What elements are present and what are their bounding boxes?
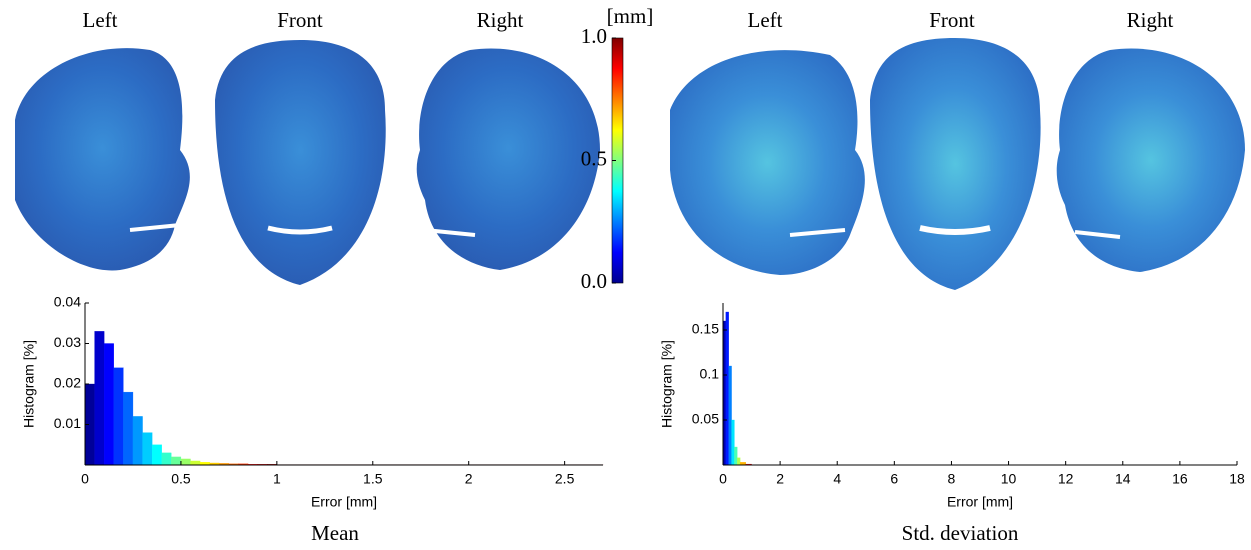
histogram-bar (180, 458, 191, 466)
view-label: Front (929, 8, 975, 32)
histogram-bar (737, 457, 741, 466)
histogram-bar (190, 460, 201, 466)
histogram-bar (113, 367, 124, 466)
x-tick-label: 2 (776, 471, 784, 487)
colorbar-label: [mm] (607, 4, 654, 28)
histogram-bar (731, 419, 735, 466)
x-tick-label: 1.5 (363, 471, 383, 487)
y-tick-label: 0.03 (54, 334, 81, 350)
histogram-bar (728, 365, 732, 466)
histogram-bar (161, 452, 172, 466)
view-label: Right (477, 8, 524, 32)
x-tick-label: 2 (465, 471, 473, 487)
view-label: Front (277, 8, 323, 32)
histogram-bar (151, 444, 162, 466)
x-tick-label: 0 (81, 471, 89, 487)
view-label: Right (1127, 8, 1174, 32)
x-tick-label: 16 (1172, 471, 1188, 487)
y-axis-label: Histogram [%] (659, 340, 675, 428)
x-tick-label: 8 (948, 471, 956, 487)
histogram-bar (734, 446, 738, 466)
view-label: Left (83, 8, 118, 32)
histogram-bar (725, 311, 729, 466)
histogram-bar (123, 391, 134, 466)
x-tick-label: 0 (719, 471, 727, 487)
x-tick-label: 12 (1058, 471, 1074, 487)
caption: Mean (311, 521, 359, 545)
colorbar-tick-label: 0.5 (581, 146, 607, 170)
x-tick-label: 2.5 (555, 471, 575, 487)
x-axis-label: Error [mm] (947, 494, 1013, 510)
x-tick-label: 6 (890, 471, 898, 487)
x-axis-label: Error [mm] (311, 494, 377, 510)
histogram-bar (104, 343, 114, 466)
histogram-bar (171, 456, 182, 466)
colorbar-tick-label: 0.0 (581, 269, 607, 293)
histogram-bar (142, 432, 153, 466)
y-tick-label: 0.02 (54, 375, 81, 391)
colorbar-tick-label: 1.0 (581, 24, 607, 48)
x-tick-label: 10 (1001, 471, 1017, 487)
histogram-bar (94, 331, 105, 466)
x-tick-label: 1 (273, 471, 281, 487)
y-tick-label: 0.04 (54, 294, 81, 310)
y-tick-label: 0.1 (700, 366, 720, 382)
y-tick-label: 0.05 (692, 411, 719, 427)
caption: Std. deviation (902, 521, 1019, 545)
y-tick-label: 0.01 (54, 415, 81, 431)
x-tick-label: 14 (1115, 471, 1131, 487)
face-renders (15, 38, 1245, 290)
y-axis-label: Histogram [%] (21, 340, 37, 428)
histogram-bar (132, 416, 143, 466)
x-tick-label: 4 (833, 471, 841, 487)
x-tick-label: 18 (1229, 471, 1245, 487)
y-tick-label: 0.15 (692, 321, 719, 337)
view-label: Left (748, 8, 783, 32)
x-tick-label: 0.5 (171, 471, 191, 487)
